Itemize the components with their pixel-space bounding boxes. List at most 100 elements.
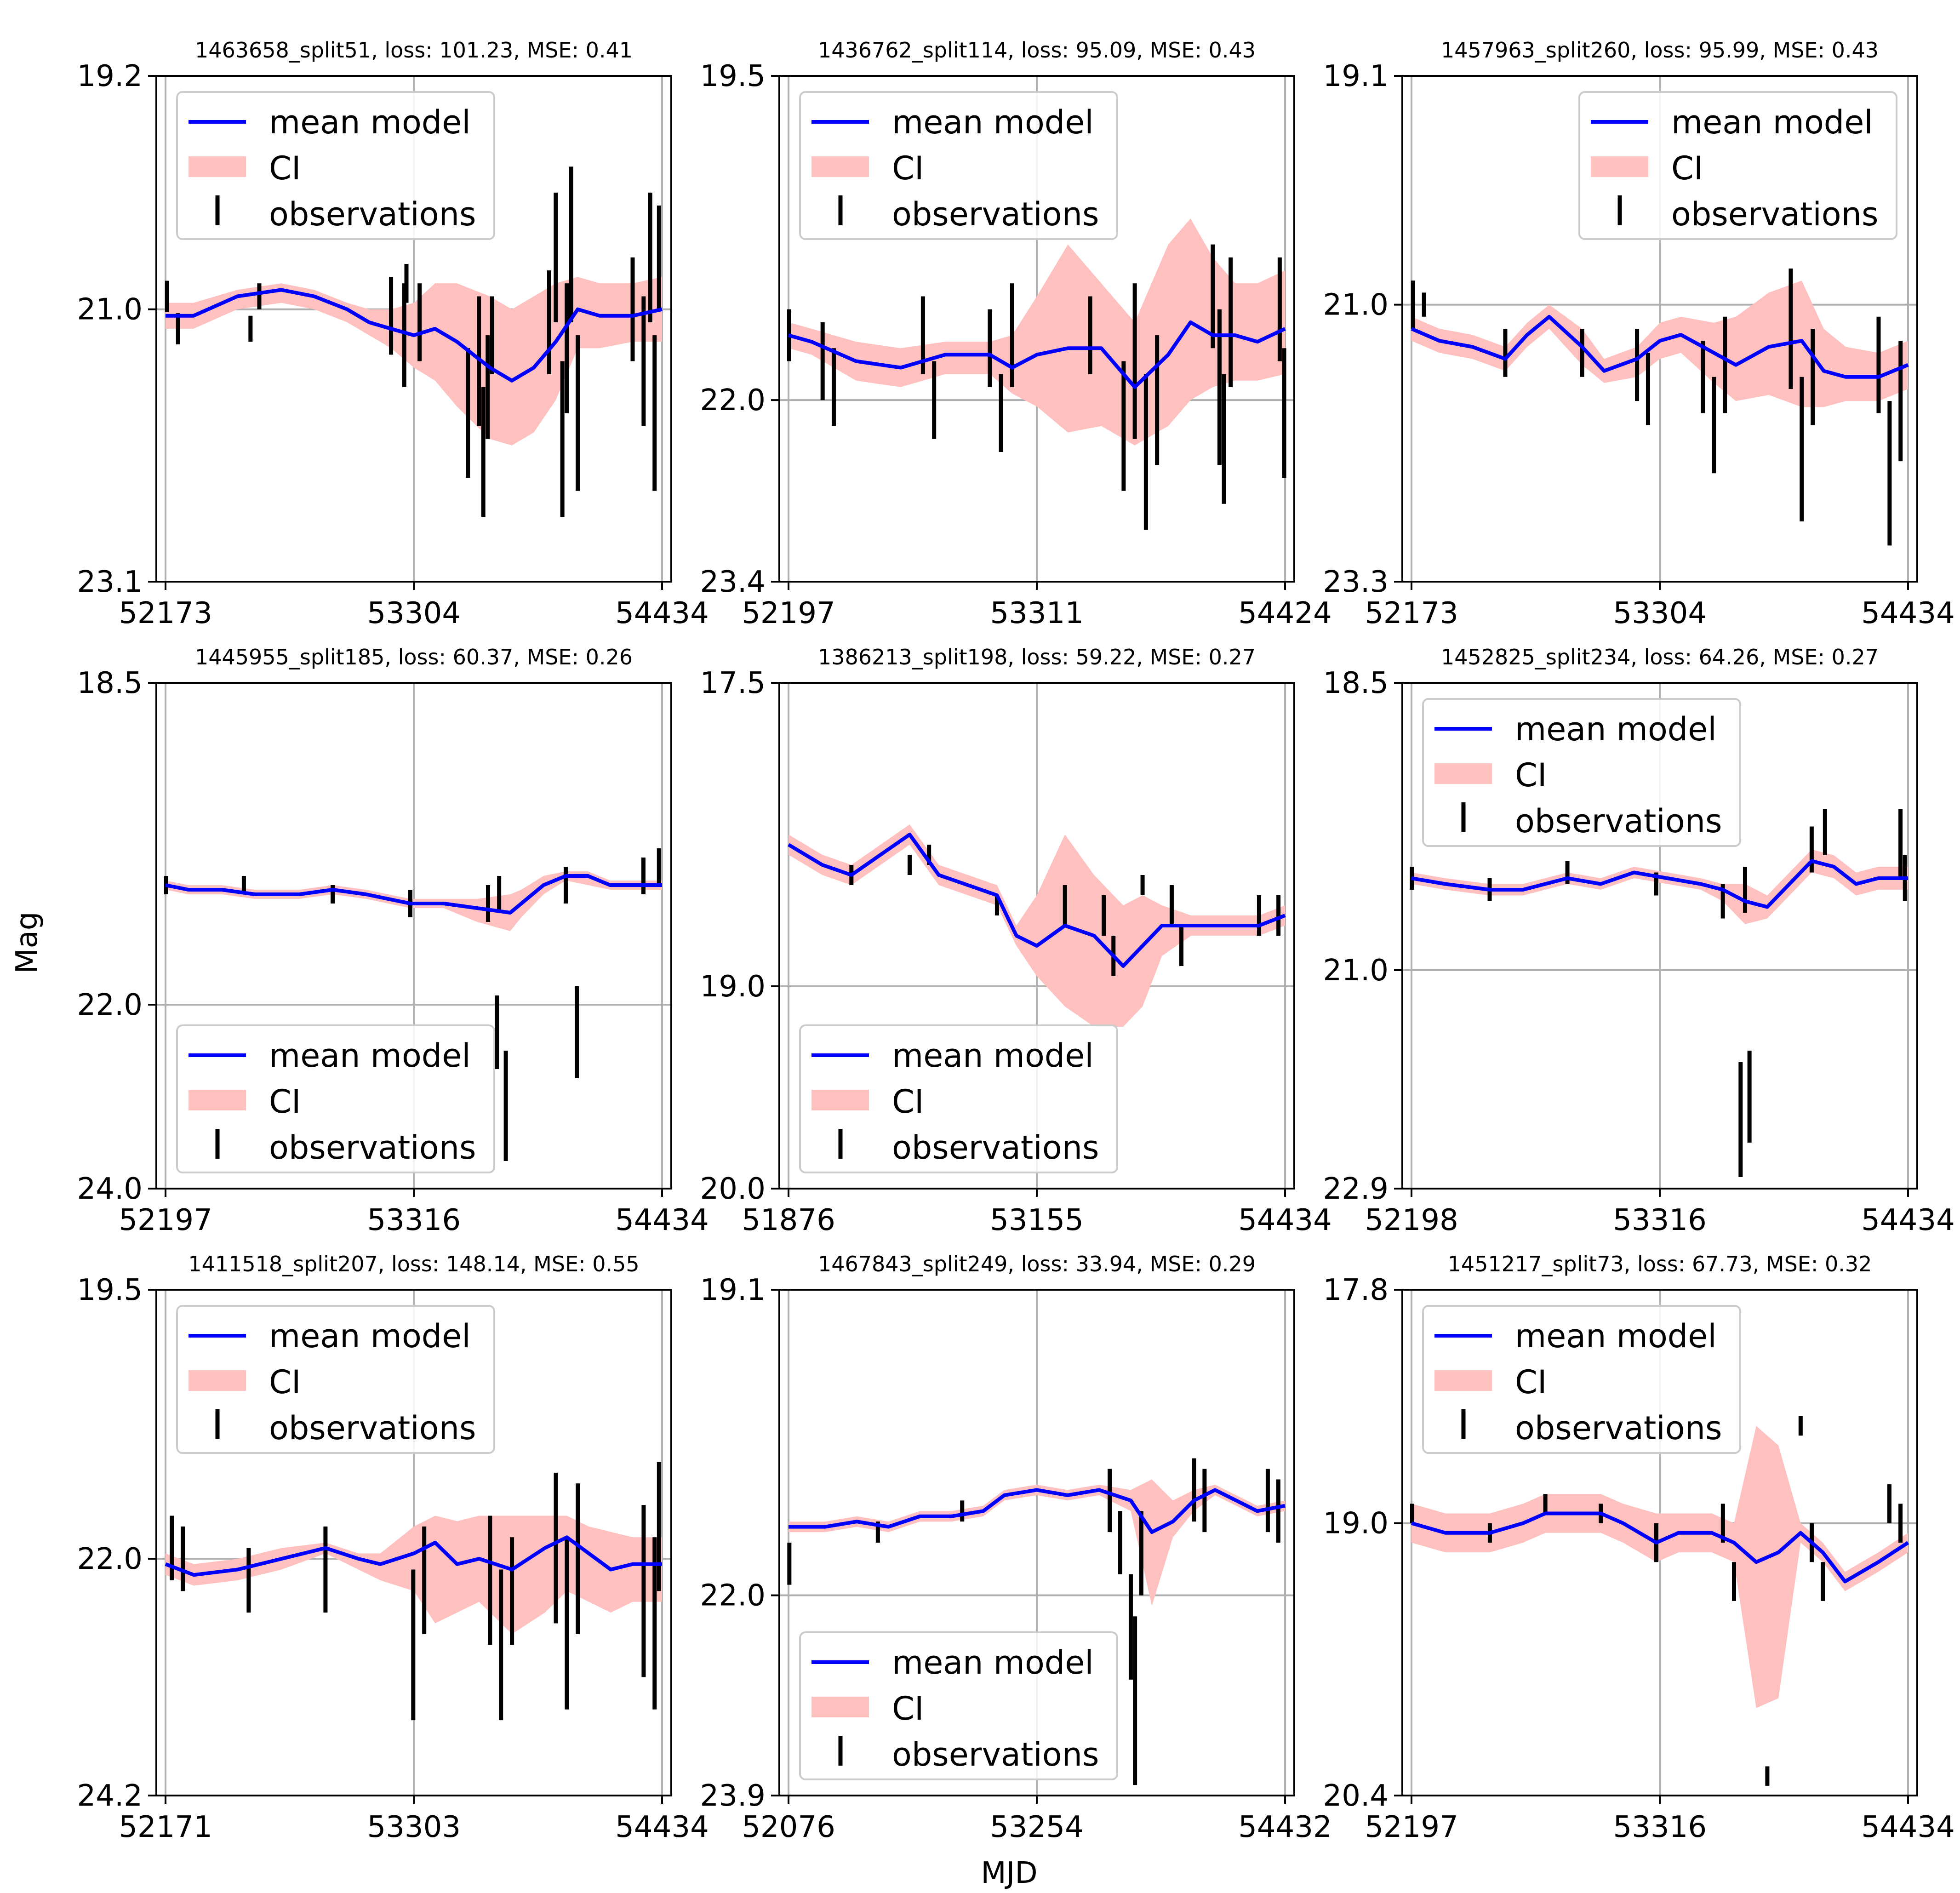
- x-tick-label: 52197: [1365, 1810, 1458, 1844]
- legend: mean model CI observations: [176, 1024, 495, 1173]
- subplot-title: 1451217_split73, loss: 67.73, MSE: 0.32: [1448, 1252, 1872, 1276]
- subplot-4: 1445955_split185, loss: 60.37, MSE: 0.26…: [77, 645, 709, 1237]
- y-tick-label: 19.2: [77, 59, 143, 93]
- legend-box: [176, 1305, 495, 1454]
- x-tick-label: 52197: [119, 1203, 212, 1237]
- x-tick-label: 54432: [1238, 1810, 1332, 1844]
- x-tick-label: 54434: [615, 596, 709, 630]
- legend: mean model CI observations: [1578, 91, 1897, 240]
- legend-label-ci: CI: [1515, 756, 1547, 794]
- mean-model-line: [1411, 1511, 1909, 1584]
- y-tick-label: 19.0: [1323, 1507, 1389, 1541]
- legend: mean model CI observations: [799, 1024, 1118, 1173]
- mean-model-line: [1411, 859, 1908, 909]
- legend-label-ci: CI: [892, 1083, 924, 1121]
- legend-box: [799, 91, 1118, 240]
- subplot-7: 1411518_split207, loss: 148.14, MSE: 0.5…: [77, 1252, 709, 1844]
- legend: mean model CI observations: [1422, 698, 1741, 847]
- mean-model-line: [789, 1488, 1286, 1534]
- legend-label-observations: observations: [1515, 802, 1722, 840]
- legend-label-observations: observations: [1515, 1409, 1722, 1447]
- legend-label-mean-model: mean model: [1515, 710, 1717, 748]
- subplot-6: 1452825_split234, loss: 64.26, MSE: 0.27…: [1323, 645, 1955, 1237]
- y-tick-label: 21.0: [1323, 954, 1389, 988]
- subplot-1: 1463658_split51, loss: 101.23, MSE: 0.41…: [77, 38, 709, 630]
- legend-ci-swatch: [189, 1090, 246, 1110]
- subplot-5: 1386213_split198, loss: 59.22, MSE: 0.27…: [700, 645, 1332, 1237]
- subplot-title: 1457963_split260, loss: 95.99, MSE: 0.43: [1441, 38, 1879, 63]
- y-tick-label: 21.0: [1323, 288, 1389, 322]
- legend: mean model CI observations: [799, 1631, 1118, 1780]
- y-tick-label: 22.0: [77, 1542, 143, 1576]
- y-tick-label: 24.0: [77, 1172, 143, 1206]
- legend-label-observations: observations: [892, 1736, 1099, 1773]
- x-tick-label: 54434: [1861, 1203, 1955, 1237]
- x-tick-label: 53311: [990, 596, 1084, 630]
- x-tick-label: 52173: [1365, 596, 1458, 630]
- legend-ci-swatch: [1434, 1370, 1492, 1391]
- legend: mean model CI observations: [176, 91, 495, 240]
- ci-band: [1411, 849, 1908, 924]
- legend-ci-swatch: [1591, 156, 1648, 177]
- y-tick-label: 22.0: [77, 988, 143, 1022]
- legend-label-mean-model: mean model: [892, 1037, 1094, 1075]
- y-tick-label: 23.3: [1323, 565, 1389, 599]
- legend-label-mean-model: mean model: [1515, 1317, 1717, 1355]
- y-tick-label: 17.5: [700, 666, 766, 700]
- subplot-3: 1457963_split260, loss: 95.99, MSE: 0.43…: [1323, 38, 1955, 630]
- y-tick-label: 18.5: [1323, 666, 1389, 700]
- x-tick-label: 54434: [615, 1203, 709, 1237]
- legend-label-ci: CI: [269, 1363, 301, 1401]
- legend-ci-swatch: [189, 156, 246, 177]
- subplot-title: 1467843_split249, loss: 33.94, MSE: 0.29: [818, 1252, 1256, 1276]
- legend-label-observations: observations: [892, 1129, 1099, 1167]
- subplot-title: 1436762_split114, loss: 95.09, MSE: 0.43: [818, 38, 1256, 63]
- legend-box: [1578, 91, 1897, 240]
- y-tick-label: 23.9: [700, 1779, 766, 1813]
- legend-ci-swatch: [811, 1697, 869, 1717]
- ci-band: [166, 277, 662, 446]
- mean-model-line: [165, 1535, 662, 1577]
- legend-label-ci: CI: [1515, 1363, 1547, 1401]
- y-axis-label: Mag: [10, 911, 44, 973]
- x-tick-label: 53303: [367, 1810, 461, 1844]
- y-tick-label: 19.5: [77, 1273, 143, 1307]
- x-tick-label: 53316: [367, 1203, 461, 1237]
- y-tick-label: 19.0: [700, 970, 766, 1004]
- legend-box: [176, 1024, 495, 1173]
- ci-band: [1411, 1426, 1908, 1708]
- legend-label-observations: observations: [269, 1129, 476, 1167]
- legend: mean model CI observations: [1422, 1305, 1741, 1454]
- x-tick-label: 54434: [1238, 1203, 1332, 1237]
- legend-label-mean-model: mean model: [269, 1037, 471, 1075]
- legend-label-observations: observations: [892, 195, 1099, 233]
- x-tick-label: 53304: [367, 596, 461, 630]
- ci-band: [166, 871, 662, 931]
- legend-ci-swatch: [811, 1090, 869, 1110]
- legend-label-ci: CI: [269, 1083, 301, 1121]
- ci-band: [789, 1479, 1285, 1606]
- mean-model-line: [165, 874, 662, 915]
- y-tick-label: 20.4: [1323, 1779, 1389, 1813]
- x-tick-label: 51876: [742, 1203, 835, 1237]
- subplot-title: 1445955_split185, loss: 60.37, MSE: 0.26: [195, 645, 633, 669]
- y-tick-label: 22.9: [1323, 1172, 1389, 1206]
- legend: mean model CI observations: [799, 91, 1118, 240]
- legend-label-mean-model: mean model: [269, 1317, 471, 1355]
- x-tick-label: 52197: [742, 596, 835, 630]
- y-tick-label: 20.0: [700, 1172, 766, 1206]
- subplot-title: 1386213_split198, loss: 59.22, MSE: 0.27: [818, 645, 1256, 669]
- y-tick-label: 19.1: [1323, 59, 1389, 93]
- y-tick-label: 22.0: [700, 1579, 766, 1613]
- x-tick-label: 54434: [1861, 1810, 1955, 1844]
- x-axis-label: MJD: [981, 1856, 1037, 1890]
- y-tick-label: 23.1: [77, 565, 143, 599]
- mean-model-line: [1411, 315, 1909, 379]
- mean-model-line: [787, 833, 1286, 968]
- y-tick-label: 22.0: [700, 383, 766, 417]
- legend-label-ci: CI: [1671, 149, 1703, 187]
- mean-model-line: [788, 320, 1286, 389]
- legend-ci-swatch: [1434, 763, 1492, 784]
- legend-label-observations: observations: [269, 1409, 476, 1447]
